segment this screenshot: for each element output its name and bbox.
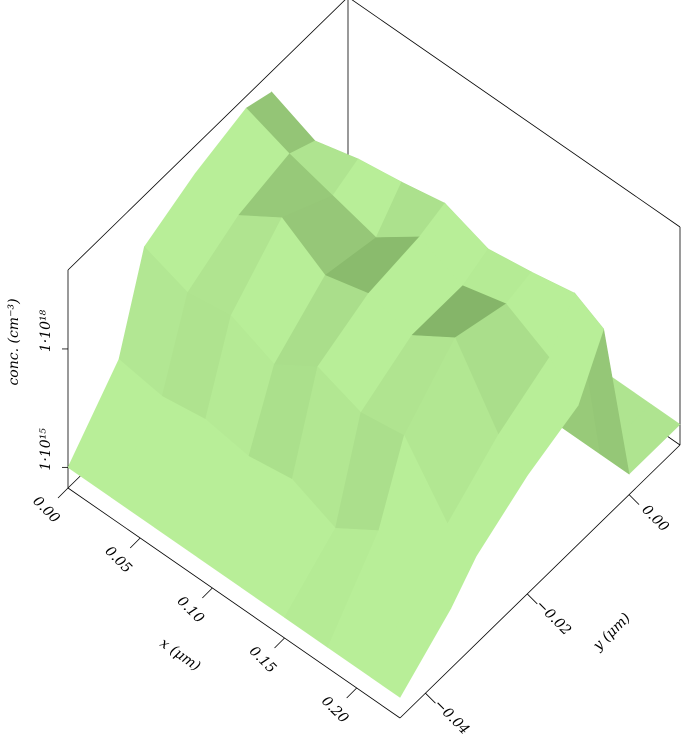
y-axis-label: y (μm) [589, 610, 633, 654]
x-tick [346, 687, 357, 699]
x-tick [274, 637, 285, 649]
z-tick-label: 1·10¹⁵ [38, 428, 54, 471]
y-tick [526, 593, 538, 605]
y-tick-label: −0.04 [431, 696, 473, 735]
x-tick [129, 537, 141, 549]
x-tick-label: 0.20 [318, 693, 351, 726]
box-edge [351, 0, 681, 228]
z-axis-label: conc. (cm⁻³) [6, 298, 22, 385]
y-tick [425, 692, 436, 704]
y-tick-label: −0.02 [532, 597, 574, 639]
x-axis-label: x (μm) [157, 635, 204, 674]
x-tick [57, 487, 69, 499]
box-edge [399, 444, 681, 719]
box-edge [67, 0, 346, 271]
x-tick-label: 0.10 [174, 593, 207, 626]
x-tick-label: 0.00 [29, 493, 62, 526]
y-tick [628, 494, 640, 505]
y-tick-label: 0.00 [638, 502, 671, 535]
z-tick-label: 1·10¹⁸ [38, 309, 54, 352]
x-tick-label: 0.05 [101, 543, 134, 576]
x-tick-label: 0.15 [246, 643, 279, 676]
surface-patch [370, 575, 452, 698]
x-tick [202, 587, 213, 599]
box-edge [67, 487, 401, 719]
